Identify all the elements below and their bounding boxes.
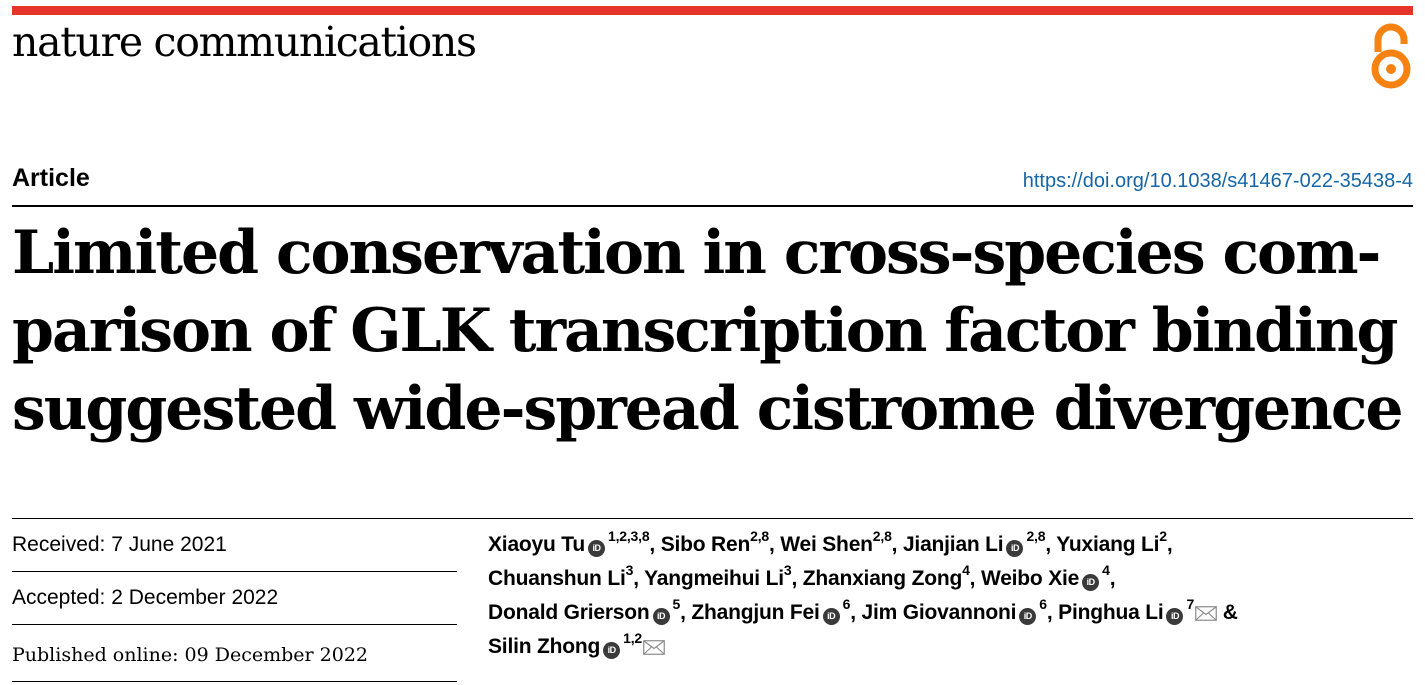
affiliation-number: 3 xyxy=(625,562,634,578)
orcid-icon[interactable]: iD xyxy=(1166,608,1184,625)
author-name[interactable]: Jianjian Li xyxy=(902,533,1004,556)
author-name[interactable]: Weibo Xie xyxy=(980,567,1080,590)
affiliation-number: 6 xyxy=(1039,596,1047,612)
author-separator: , xyxy=(850,601,862,624)
author-separator: , xyxy=(633,567,645,590)
author-list: Xiaoyu Tu iD1,2,3,8, Sibo Ren2,8, Wei She… xyxy=(488,528,1413,664)
published-date: Published online: 09 December 2022 xyxy=(12,625,457,682)
author-separator: , xyxy=(680,601,692,624)
title-line: suggested wide-spread cistrome divergenc… xyxy=(12,374,1404,444)
author[interactable]: Yangmeihui Li3 xyxy=(644,563,792,590)
orcid-icon[interactable]: iD xyxy=(822,608,840,625)
journal-accent-bar xyxy=(12,6,1413,15)
orcid-icon[interactable]: iD xyxy=(652,608,670,625)
orcid-icon[interactable]: iD xyxy=(588,540,605,557)
affiliation-number: 4 xyxy=(1102,562,1110,578)
author[interactable]: Silin Zhong iD1,2 xyxy=(488,631,665,659)
author[interactable]: Pinghua Li iD7 xyxy=(1058,597,1217,625)
author-name[interactable]: Yuxiang Li xyxy=(1056,533,1160,556)
meta-divider xyxy=(12,518,1413,519)
author-name[interactable]: Yangmeihui Li xyxy=(644,567,784,590)
affiliation-number: 4 xyxy=(962,562,970,578)
author[interactable]: Xiaoyu Tu iD1,2,3,8 xyxy=(488,529,650,557)
affiliation-number: 2,8 xyxy=(750,528,769,544)
orcid-icon[interactable]: iD xyxy=(1006,540,1024,557)
journal-name[interactable]: nature communications xyxy=(12,18,477,66)
author-line: Xiaoyu Tu iD1,2,3,8, Sibo Ren2,8, Wei She… xyxy=(488,528,1413,562)
affiliation-number: 1,2 xyxy=(623,630,642,646)
author-name[interactable]: Zhangjun Fei xyxy=(691,601,820,624)
affiliation-number: 5 xyxy=(672,596,681,612)
accepted-date: Accepted: 2 December 2022 xyxy=(12,572,457,625)
author-name[interactable]: Xiaoyu Tu xyxy=(488,533,585,556)
author-separator: , xyxy=(1046,601,1059,624)
author-separator: , xyxy=(768,533,781,556)
author-separator: & xyxy=(1217,601,1238,624)
affiliation-number: 2 xyxy=(1159,528,1167,544)
received-date: Received: 7 June 2021 xyxy=(12,519,457,572)
affiliation-number: 2,8 xyxy=(872,528,892,544)
author[interactable]: Wei Shen2,8 xyxy=(780,529,892,556)
author-name[interactable]: Jim Giovannoni xyxy=(861,601,1017,624)
author-name[interactable]: Sibo Ren xyxy=(660,533,751,556)
affiliation-number: 1,2,3,8 xyxy=(608,528,650,544)
orcid-icon[interactable]: iD xyxy=(1082,574,1100,591)
author-name[interactable]: Chuanshun Li xyxy=(488,567,626,590)
author-line: Donald Grierson iD5, Zhangjun Fei iD6, Jim… xyxy=(488,596,1413,630)
article-title: Limited conservation in cross-species co… xyxy=(12,214,1404,448)
title-line: Limited conservation in cross-species co… xyxy=(12,218,1381,288)
author-separator: , xyxy=(649,533,661,556)
author-separator: , xyxy=(1166,533,1173,556)
author-name[interactable]: Wei Shen xyxy=(780,533,873,556)
orcid-icon[interactable]: iD xyxy=(603,642,621,659)
author[interactable]: Weibo Xie iD4 xyxy=(980,563,1110,591)
author[interactable]: Sibo Ren2,8 xyxy=(660,529,769,556)
author-separator: , xyxy=(791,567,803,590)
header-divider xyxy=(12,205,1413,207)
author-separator: , xyxy=(891,533,903,556)
publication-dates: Received: 7 June 2021 Accepted: 2 Decemb… xyxy=(12,519,457,682)
author-name[interactable]: Pinghua Li xyxy=(1058,601,1164,624)
author-name[interactable]: Silin Zhong xyxy=(488,635,601,658)
author-separator: , xyxy=(969,567,981,590)
author-name[interactable]: Zhanxiang Zong xyxy=(802,567,963,590)
affiliation-number: 2,8 xyxy=(1026,528,1046,544)
affiliation-number: 7 xyxy=(1186,596,1195,612)
affiliation-number: 6 xyxy=(842,596,851,612)
email-icon[interactable] xyxy=(643,640,665,655)
article-type-label: Article xyxy=(12,164,90,192)
author[interactable]: Zhangjun Fei iD6 xyxy=(691,597,850,625)
affiliation-number: 3 xyxy=(783,562,792,578)
author[interactable]: Chuanshun Li3 xyxy=(488,563,633,590)
doi-link[interactable]: https://doi.org/10.1038/s41467-022-35438… xyxy=(1022,170,1413,192)
author[interactable]: Donald Grierson iD5 xyxy=(488,597,680,625)
author[interactable]: Jianjian Li iD2,8 xyxy=(902,529,1046,557)
author-line: Silin Zhong iD1,2 xyxy=(488,630,1413,664)
email-icon[interactable] xyxy=(1195,606,1217,621)
author-name[interactable]: Donald Grierson xyxy=(488,601,650,624)
author-separator: , xyxy=(1109,567,1116,590)
orcid-icon[interactable]: iD xyxy=(1019,608,1037,625)
author[interactable]: Zhanxiang Zong4 xyxy=(802,563,970,590)
author-line: Chuanshun Li3, Yangmeihui Li3, Zhanxiang… xyxy=(488,562,1413,596)
author-separator: , xyxy=(1045,533,1057,556)
author[interactable]: Jim Giovannoni iD6 xyxy=(861,597,1047,625)
title-line: parison of GLK transcription factor bind… xyxy=(12,296,1398,366)
author[interactable]: Yuxiang Li2 xyxy=(1056,529,1167,556)
open-access-lock-icon xyxy=(1371,23,1411,89)
